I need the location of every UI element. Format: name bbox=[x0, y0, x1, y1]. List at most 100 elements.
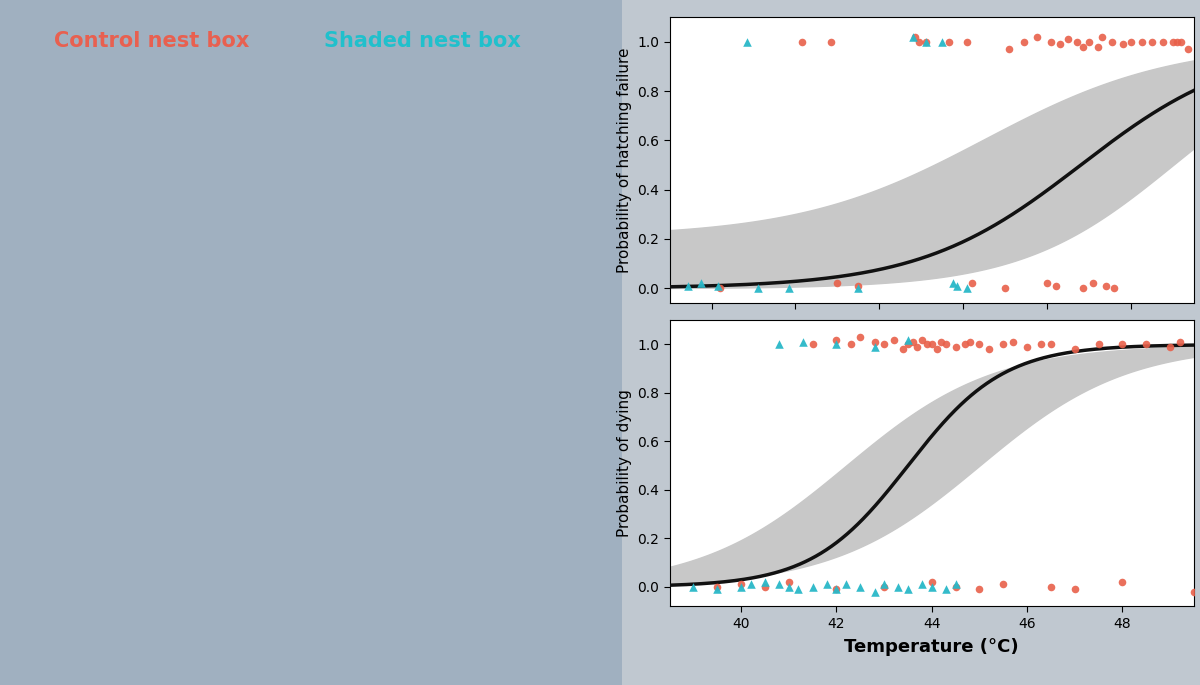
Point bbox=[1067, 36, 1086, 47]
Point bbox=[1164, 36, 1183, 47]
Point bbox=[908, 341, 928, 352]
Point bbox=[732, 582, 751, 593]
Point bbox=[1073, 283, 1092, 294]
Point bbox=[889, 582, 908, 593]
X-axis label: Temperature (°C): Temperature (°C) bbox=[845, 638, 1019, 656]
Point bbox=[848, 280, 868, 291]
Point bbox=[848, 283, 868, 294]
Point bbox=[913, 334, 932, 345]
Point bbox=[1105, 283, 1124, 294]
Point bbox=[962, 278, 982, 289]
Point bbox=[732, 579, 751, 590]
Point bbox=[708, 582, 727, 593]
Point bbox=[1153, 36, 1172, 47]
Point bbox=[836, 579, 856, 590]
Point bbox=[827, 334, 846, 345]
Point bbox=[792, 36, 811, 47]
Point bbox=[710, 283, 730, 294]
Point bbox=[1058, 34, 1078, 45]
Point bbox=[708, 584, 727, 595]
Point bbox=[958, 283, 977, 294]
Point bbox=[899, 584, 918, 595]
Point bbox=[955, 339, 974, 350]
Point bbox=[947, 280, 966, 291]
Point bbox=[769, 339, 788, 350]
Point bbox=[958, 36, 977, 47]
Point bbox=[1170, 336, 1189, 347]
Point bbox=[1136, 339, 1156, 350]
Point bbox=[803, 339, 822, 350]
Point bbox=[1042, 36, 1061, 47]
Point bbox=[979, 344, 998, 355]
Y-axis label: Probability of dying: Probability of dying bbox=[617, 389, 631, 537]
Point bbox=[841, 339, 860, 350]
Point bbox=[923, 577, 942, 588]
Point bbox=[755, 577, 774, 588]
Point bbox=[1050, 39, 1069, 50]
Point bbox=[817, 579, 836, 590]
Point bbox=[884, 334, 904, 345]
Point bbox=[875, 582, 894, 593]
Point bbox=[904, 32, 923, 42]
Point bbox=[788, 584, 808, 595]
Point bbox=[1122, 36, 1141, 47]
Point bbox=[1042, 339, 1061, 350]
Point bbox=[946, 582, 965, 593]
Point bbox=[769, 579, 788, 590]
Point bbox=[916, 36, 935, 47]
Point bbox=[943, 278, 962, 289]
Text: Shaded nest box: Shaded nest box bbox=[324, 31, 521, 51]
Point bbox=[1084, 278, 1103, 289]
Point bbox=[1014, 36, 1033, 47]
Point bbox=[865, 336, 884, 347]
Point bbox=[1168, 36, 1187, 47]
Point bbox=[932, 36, 952, 47]
Point bbox=[803, 582, 822, 593]
Point bbox=[960, 336, 979, 347]
Point bbox=[865, 586, 884, 597]
Point bbox=[899, 334, 918, 345]
Point bbox=[1132, 36, 1151, 47]
Point bbox=[996, 283, 1015, 294]
Point bbox=[1000, 44, 1019, 55]
Point bbox=[748, 283, 767, 294]
Point bbox=[1066, 344, 1085, 355]
Point bbox=[738, 36, 757, 47]
Point bbox=[679, 280, 698, 291]
Point bbox=[827, 339, 846, 350]
Point bbox=[755, 582, 774, 593]
Point bbox=[926, 344, 946, 355]
Point bbox=[822, 36, 841, 47]
Point bbox=[1038, 278, 1057, 289]
Point bbox=[708, 280, 727, 291]
Point bbox=[1112, 339, 1132, 350]
Point bbox=[1003, 336, 1022, 347]
Point bbox=[894, 344, 913, 355]
Point bbox=[931, 336, 950, 347]
Point bbox=[1112, 577, 1132, 588]
Point bbox=[946, 341, 965, 352]
Point bbox=[865, 341, 884, 352]
Point bbox=[851, 582, 870, 593]
Point bbox=[1042, 582, 1061, 593]
Point bbox=[779, 577, 798, 588]
Point bbox=[1090, 339, 1109, 350]
Point bbox=[1027, 32, 1046, 42]
Point bbox=[780, 283, 799, 294]
Point bbox=[913, 579, 932, 590]
Point bbox=[1032, 339, 1051, 350]
Point bbox=[946, 579, 965, 590]
Point bbox=[828, 278, 847, 289]
Point bbox=[938, 36, 958, 47]
Point bbox=[1172, 36, 1192, 47]
Point bbox=[851, 332, 870, 342]
Point bbox=[923, 339, 942, 350]
Point bbox=[923, 582, 942, 593]
Point bbox=[827, 584, 846, 595]
Point bbox=[1178, 44, 1198, 55]
Point bbox=[875, 579, 894, 590]
Point bbox=[1097, 280, 1116, 291]
Text: Control nest box: Control nest box bbox=[54, 31, 250, 51]
Point bbox=[994, 579, 1013, 590]
Point bbox=[1160, 341, 1180, 352]
